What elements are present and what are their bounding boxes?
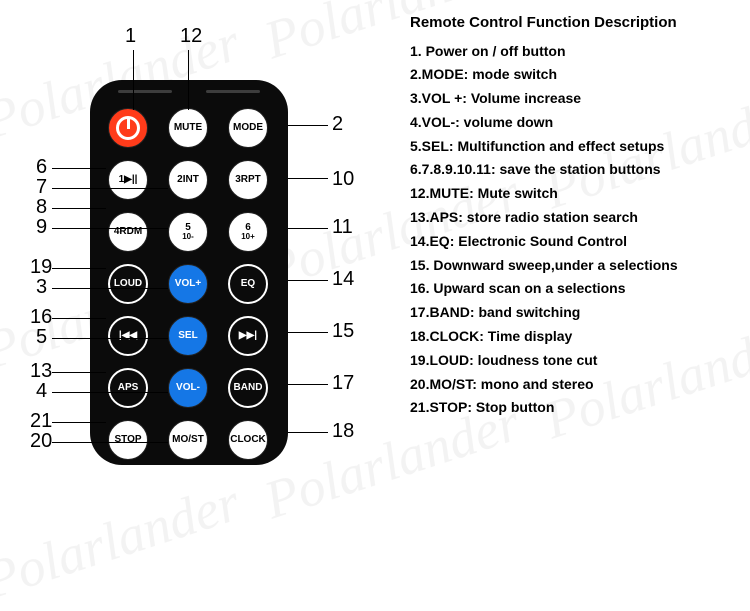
remote-button-sel[interactable]: SEL — [168, 316, 208, 356]
remote-button-most[interactable]: MO/ST — [168, 420, 208, 460]
button-label: MODE — [233, 123, 263, 133]
description-item: 12.MUTE: Mute switch — [410, 182, 745, 206]
button-label: 3RPT — [235, 175, 261, 185]
remote-vent — [118, 90, 172, 93]
callout-number: 12 — [180, 25, 202, 48]
remote-button-prev[interactable]: |◀◀ — [108, 316, 148, 356]
description-item: 19.LOUD: loudness tone cut — [410, 349, 745, 373]
callout-number: 10 — [332, 168, 354, 191]
button-label: SEL — [178, 331, 197, 341]
remote-button-next[interactable]: ▶▶| — [228, 316, 268, 356]
callout-number: 3 — [36, 276, 47, 299]
remote-body: MUTE MODE 1▶|| 2INT 3RPT 4RDM 510- 610+ LOUD VOL+… — [90, 80, 288, 465]
callout-line — [52, 442, 168, 443]
description-item: 21.STOP: Stop button — [410, 396, 745, 420]
description-panel: Remote Control Function Description 1. P… — [410, 10, 745, 420]
remote-button-power[interactable] — [108, 108, 148, 148]
button-sublabel: 10+ — [241, 233, 255, 241]
description-item: 13.APS: store radio station search — [410, 206, 745, 230]
button-label: MO/ST — [172, 435, 204, 445]
button-label: MUTE — [174, 123, 202, 133]
callout-line — [288, 332, 328, 333]
callout-line — [133, 50, 134, 110]
remote-button-mode[interactable]: MODE — [228, 108, 268, 148]
description-item: 1. Power on / off button — [410, 40, 745, 64]
callout-number: 11 — [332, 216, 353, 239]
callout-line — [288, 178, 328, 179]
remote-vent — [206, 90, 260, 93]
description-item: 4.VOL-: volume down — [410, 111, 745, 135]
remote-button-voldn[interactable]: VOL- — [168, 368, 208, 408]
button-label: 1▶|| — [119, 175, 138, 185]
remote-button-clock[interactable]: CLOCK — [228, 420, 268, 460]
callout-number: 17 — [332, 372, 354, 395]
description-item: 17.BAND: band switching — [410, 301, 745, 325]
callout-line — [52, 338, 168, 339]
callout-line — [188, 50, 189, 110]
callout-number: 14 — [332, 268, 354, 291]
callout-line — [52, 372, 106, 373]
button-label: VOL+ — [175, 279, 201, 289]
description-item: 2.MODE: mode switch — [410, 63, 745, 87]
callout-number: 4 — [36, 380, 47, 403]
callout-line — [52, 208, 106, 209]
description-item: 6.7.8.9.10.11: save the station buttons — [410, 158, 745, 182]
description-item: 18.CLOCK: Time display — [410, 325, 745, 349]
remote-button-loud[interactable]: LOUD — [108, 264, 148, 304]
callout-line — [288, 384, 328, 385]
callout-number: 1 — [125, 25, 136, 48]
remote-button-b2[interactable]: 2INT — [168, 160, 208, 200]
callout-line — [52, 268, 106, 269]
callout-line — [288, 432, 328, 433]
callout-number: 15 — [332, 320, 354, 343]
remote-button-b1[interactable]: 1▶|| — [108, 160, 148, 200]
description-item: 16. Upward scan on a selections — [410, 277, 745, 301]
callout-number: 18 — [332, 420, 354, 443]
button-label: ▶▶| — [239, 331, 257, 341]
description-items: 1. Power on / off button2.MODE: mode swi… — [410, 40, 745, 421]
callout-number: 2 — [332, 113, 343, 136]
button-label: BAND — [234, 383, 263, 393]
button-label: EQ — [241, 279, 255, 289]
callout-number: 20 — [30, 430, 52, 453]
description-item: 5.SEL: Multifunction and effect setups — [410, 135, 745, 159]
callout-number: 9 — [36, 216, 47, 239]
callout-line — [52, 318, 106, 319]
remote-button-b5[interactable]: 510- — [168, 212, 208, 252]
description-item: 15. Downward sweep,under a selections — [410, 254, 745, 278]
description-item: 14.EQ: Electronic Sound Control — [410, 230, 745, 254]
button-label: STOP — [114, 435, 141, 445]
remote-button-b3[interactable]: 3RPT — [228, 160, 268, 200]
remote-button-stop[interactable]: STOP — [108, 420, 148, 460]
description-title: Remote Control Function Description — [410, 10, 745, 36]
remote-button-volup[interactable]: VOL+ — [168, 264, 208, 304]
callout-line — [52, 188, 168, 189]
button-label: VOL- — [176, 383, 200, 393]
remote-button-aps[interactable]: APS — [108, 368, 148, 408]
button-label: CLOCK — [230, 435, 266, 445]
remote-button-band[interactable]: BAND — [228, 368, 268, 408]
callout-line — [288, 280, 328, 281]
remote-button-eq[interactable]: EQ — [228, 264, 268, 304]
callout-line — [52, 422, 106, 423]
button-label: |◀◀ — [119, 331, 137, 341]
callout-number: 5 — [36, 326, 47, 349]
button-sublabel: 10- — [182, 233, 194, 241]
callout-line — [52, 168, 106, 169]
remote-button-b4[interactable]: 4RDM — [108, 212, 148, 252]
callout-line — [52, 288, 168, 289]
remote-button-b6[interactable]: 610+ — [228, 212, 268, 252]
button-label: 2INT — [177, 175, 199, 185]
remote-button-mute[interactable]: MUTE — [168, 108, 208, 148]
callout-line — [288, 228, 328, 229]
remote-diagram: MUTE MODE 1▶|| 2INT 3RPT 4RDM 510- 610+ LOUD VOL+… — [90, 80, 290, 465]
description-item: 3.VOL +: Volume increase — [410, 87, 745, 111]
callout-line — [288, 125, 328, 126]
callout-line — [52, 228, 168, 229]
callout-line — [52, 392, 168, 393]
description-item: 20.MO/ST: mono and stereo — [410, 373, 745, 397]
